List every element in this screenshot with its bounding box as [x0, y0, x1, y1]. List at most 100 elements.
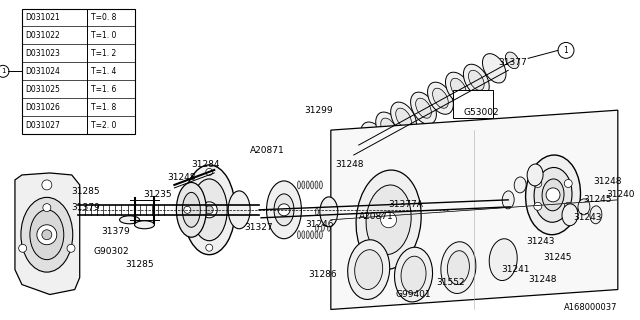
Ellipse shape — [366, 185, 411, 255]
Ellipse shape — [316, 208, 318, 215]
Ellipse shape — [401, 256, 426, 293]
Ellipse shape — [348, 240, 390, 300]
Ellipse shape — [562, 204, 578, 226]
Ellipse shape — [274, 194, 294, 226]
Text: 31245: 31245 — [583, 195, 611, 204]
Text: 31240: 31240 — [606, 190, 634, 199]
Circle shape — [381, 212, 397, 228]
Circle shape — [184, 206, 191, 213]
Text: D031025: D031025 — [25, 85, 60, 94]
Text: 31286: 31286 — [308, 270, 337, 279]
Ellipse shape — [228, 191, 250, 229]
Ellipse shape — [428, 82, 453, 114]
Ellipse shape — [578, 199, 590, 215]
Text: 31248: 31248 — [335, 161, 364, 170]
Text: D031023: D031023 — [25, 49, 60, 58]
Bar — [453, 90, 493, 118]
Text: G99401: G99401 — [396, 290, 431, 299]
Text: 31379: 31379 — [71, 203, 100, 212]
Text: 31377: 31377 — [498, 58, 527, 67]
Ellipse shape — [514, 177, 526, 193]
Ellipse shape — [445, 72, 471, 104]
Ellipse shape — [333, 224, 336, 231]
Text: T=1. 6: T=1. 6 — [91, 85, 116, 94]
Ellipse shape — [321, 224, 324, 231]
Circle shape — [206, 244, 212, 251]
Circle shape — [564, 202, 572, 210]
Ellipse shape — [483, 54, 506, 83]
Ellipse shape — [302, 231, 305, 239]
Ellipse shape — [468, 70, 484, 90]
Text: G90302: G90302 — [94, 247, 129, 256]
Ellipse shape — [506, 52, 519, 69]
Text: 31284: 31284 — [191, 161, 220, 170]
Circle shape — [534, 202, 542, 210]
Ellipse shape — [355, 250, 383, 290]
Ellipse shape — [502, 191, 514, 209]
Text: A20871: A20871 — [359, 212, 394, 221]
Ellipse shape — [319, 181, 323, 189]
Ellipse shape — [349, 138, 365, 158]
Ellipse shape — [415, 98, 431, 118]
Text: 31235: 31235 — [144, 190, 172, 199]
Text: 31248: 31248 — [593, 177, 621, 187]
Ellipse shape — [381, 118, 396, 138]
Ellipse shape — [542, 179, 564, 211]
Ellipse shape — [306, 181, 309, 189]
Circle shape — [534, 180, 542, 188]
Text: 1: 1 — [1, 68, 5, 74]
Circle shape — [228, 206, 235, 213]
Circle shape — [546, 188, 560, 202]
Ellipse shape — [376, 112, 401, 144]
Text: T=1. 4: T=1. 4 — [91, 67, 116, 76]
Text: A20871: A20871 — [250, 146, 284, 155]
Text: G53002: G53002 — [463, 108, 499, 117]
Circle shape — [42, 230, 52, 240]
Text: 31248: 31248 — [528, 275, 557, 284]
Ellipse shape — [266, 181, 301, 239]
Text: 1: 1 — [564, 46, 568, 55]
Ellipse shape — [30, 210, 64, 260]
Ellipse shape — [327, 224, 330, 231]
Text: D031021: D031021 — [25, 13, 60, 22]
Text: 31243: 31243 — [526, 237, 555, 246]
Ellipse shape — [134, 221, 154, 229]
Text: D031022: D031022 — [25, 31, 60, 40]
Text: 31246: 31246 — [305, 220, 334, 229]
Ellipse shape — [310, 231, 314, 239]
Circle shape — [564, 180, 572, 188]
Text: A168000037: A168000037 — [564, 303, 618, 312]
Circle shape — [202, 202, 217, 218]
Text: T=1. 2: T=1. 2 — [91, 49, 116, 58]
Ellipse shape — [316, 224, 318, 231]
Ellipse shape — [356, 170, 421, 269]
Ellipse shape — [339, 224, 342, 231]
Text: 31377A: 31377A — [388, 200, 424, 209]
Ellipse shape — [590, 206, 602, 224]
Ellipse shape — [361, 122, 387, 154]
Ellipse shape — [315, 231, 318, 239]
Ellipse shape — [489, 239, 517, 281]
Circle shape — [43, 204, 51, 212]
Text: 31248: 31248 — [168, 173, 196, 182]
Text: 31245: 31245 — [543, 253, 572, 262]
Ellipse shape — [463, 64, 489, 96]
Circle shape — [278, 204, 290, 216]
Text: 31241: 31241 — [501, 265, 530, 274]
Ellipse shape — [183, 165, 235, 255]
Ellipse shape — [319, 231, 323, 239]
Circle shape — [42, 180, 52, 190]
Ellipse shape — [315, 181, 318, 189]
Ellipse shape — [327, 208, 330, 215]
Text: 31299: 31299 — [305, 106, 333, 115]
Ellipse shape — [310, 181, 314, 189]
Ellipse shape — [306, 231, 309, 239]
Text: T=0. 8: T=0. 8 — [91, 13, 116, 22]
Circle shape — [37, 225, 57, 245]
Text: 31285: 31285 — [71, 188, 100, 196]
Text: 31243: 31243 — [573, 213, 602, 222]
Ellipse shape — [298, 231, 300, 239]
Ellipse shape — [534, 167, 572, 222]
Circle shape — [67, 244, 75, 252]
Bar — [22, 9, 134, 134]
